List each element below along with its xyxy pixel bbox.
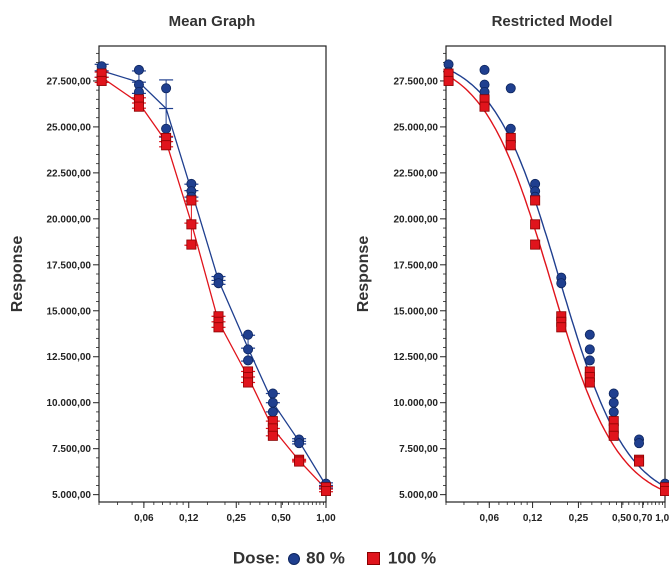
data-point-circle xyxy=(608,406,619,417)
data-point-square xyxy=(213,322,224,333)
chart-title: Restricted Model xyxy=(492,13,613,30)
data-point-circle xyxy=(556,278,567,289)
y-tick-label: 7.500,00 xyxy=(52,444,91,455)
y-tick-label: 22.500,00 xyxy=(394,168,439,179)
axis-ticks: 5.000,00 7.500,00 10.000,00 12.500,00 15.000… xyxy=(394,52,669,524)
data-point-square xyxy=(634,456,645,467)
data-point-square xyxy=(530,239,541,250)
data-point-circle xyxy=(267,406,278,417)
data-point-square xyxy=(530,219,541,230)
y-tick-label: 12.500,00 xyxy=(394,352,439,363)
data-point-square xyxy=(161,140,172,151)
data-point-circle xyxy=(213,278,224,289)
data-point-circle xyxy=(584,344,595,355)
data-point-square xyxy=(186,195,197,206)
x-tick-label: 0,12 xyxy=(523,513,543,524)
data-point-square xyxy=(530,195,541,206)
restricted-model-panel: Restricted Model Response 5.000,00 7.500,… xyxy=(355,13,669,524)
y-axis-label: Response xyxy=(9,236,26,313)
data-point-square xyxy=(267,430,278,441)
y-tick-label: 27.500,00 xyxy=(394,76,439,87)
data-point-circle xyxy=(634,438,645,449)
y-tick-label: 15.000,00 xyxy=(47,306,92,317)
mean-graph-panel: Mean Graph Response 5.000,00 7.500,00 10.0… xyxy=(9,13,336,524)
fit-curve xyxy=(445,67,666,488)
y-tick-label: 27.500,00 xyxy=(47,76,92,87)
y-tick-label: 25.000,00 xyxy=(394,122,439,133)
data-point-square xyxy=(294,456,305,467)
data-points xyxy=(443,59,669,496)
x-tick-label: 1,00 xyxy=(316,513,336,524)
data-point-square xyxy=(96,75,107,86)
data-point-circle xyxy=(161,123,172,134)
fit-lines xyxy=(445,67,666,492)
data-point-circle xyxy=(133,64,144,75)
y-tick-label: 5.000,00 xyxy=(399,490,438,501)
data-point-square xyxy=(186,219,197,230)
data-point-circle xyxy=(505,123,516,134)
data-point-circle xyxy=(584,355,595,366)
x-tick-label: 0,25 xyxy=(227,513,247,524)
y-tick-label: 20.000,00 xyxy=(47,214,92,225)
x-tick-label: 0,06 xyxy=(134,513,154,524)
x-tick-label: 0,06 xyxy=(480,513,500,524)
fit-curve xyxy=(445,74,666,492)
data-point-square xyxy=(660,485,669,496)
plot-frame xyxy=(98,45,327,503)
legend-square-marker xyxy=(366,552,380,566)
x-tick-label: 0,25 xyxy=(569,513,589,524)
charts-canvas: Mean Graph Response 5.000,00 7.500,00 10.0… xyxy=(9,13,669,524)
data-point-circle xyxy=(608,397,619,408)
data-point-square xyxy=(320,485,331,496)
legend-series-2: 100 % xyxy=(387,548,437,568)
y-tick-label: 25.000,00 xyxy=(47,122,92,133)
y-tick-label: 10.000,00 xyxy=(394,398,439,409)
y-tick-label: 22.500,00 xyxy=(47,168,92,179)
x-tick-label: 0,50 xyxy=(271,513,291,524)
y-axis-label: Response xyxy=(355,236,372,313)
data-point-circle xyxy=(608,388,619,399)
legend: Dose: 80 % 100 % xyxy=(0,548,669,569)
data-point-circle xyxy=(243,355,254,366)
data-point-square xyxy=(608,430,619,441)
x-tick-label: 0,70 xyxy=(633,513,653,524)
y-tick-label: 12.500,00 xyxy=(47,352,92,363)
y-tick-label: 15.000,00 xyxy=(394,306,439,317)
y-tick-label: 20.000,00 xyxy=(394,214,439,225)
x-tick-label: 0,12 xyxy=(179,513,199,524)
legend-series-1: 80 % xyxy=(306,548,345,568)
data-point-square xyxy=(186,239,197,250)
data-point-circle xyxy=(294,438,305,449)
data-point-square xyxy=(443,75,454,86)
data-point-square xyxy=(556,322,567,333)
data-point-circle xyxy=(267,397,278,408)
legend-title: Dose: xyxy=(232,548,281,568)
data-point-circle xyxy=(161,83,172,94)
data-point-circle xyxy=(243,344,254,355)
data-point-square xyxy=(505,140,516,151)
data-point-circle xyxy=(584,329,595,340)
y-tick-label: 7.500,00 xyxy=(399,444,438,455)
chart-title: Mean Graph xyxy=(169,13,256,30)
data-point-circle xyxy=(267,388,278,399)
data-point-square xyxy=(133,101,144,112)
plot-frame xyxy=(445,45,666,503)
data-point-square xyxy=(243,377,254,388)
data-point-circle xyxy=(479,64,490,75)
x-tick-label: 1,00 xyxy=(655,513,669,524)
y-tick-label: 10.000,00 xyxy=(47,398,92,409)
x-tick-label: 0,50 xyxy=(612,513,632,524)
y-tick-label: 17.500,00 xyxy=(47,260,92,271)
data-point-circle xyxy=(243,329,254,340)
y-tick-label: 17.500,00 xyxy=(394,260,439,271)
axis-ticks: 5.000,00 7.500,00 10.000,00 12.500,00 15.000… xyxy=(47,52,336,524)
data-point-circle xyxy=(505,83,516,94)
data-point-square xyxy=(584,377,595,388)
data-point-square xyxy=(479,101,490,112)
data-points xyxy=(96,61,331,496)
legend-circle-marker xyxy=(288,552,301,565)
y-tick-label: 5.000,00 xyxy=(52,490,91,501)
